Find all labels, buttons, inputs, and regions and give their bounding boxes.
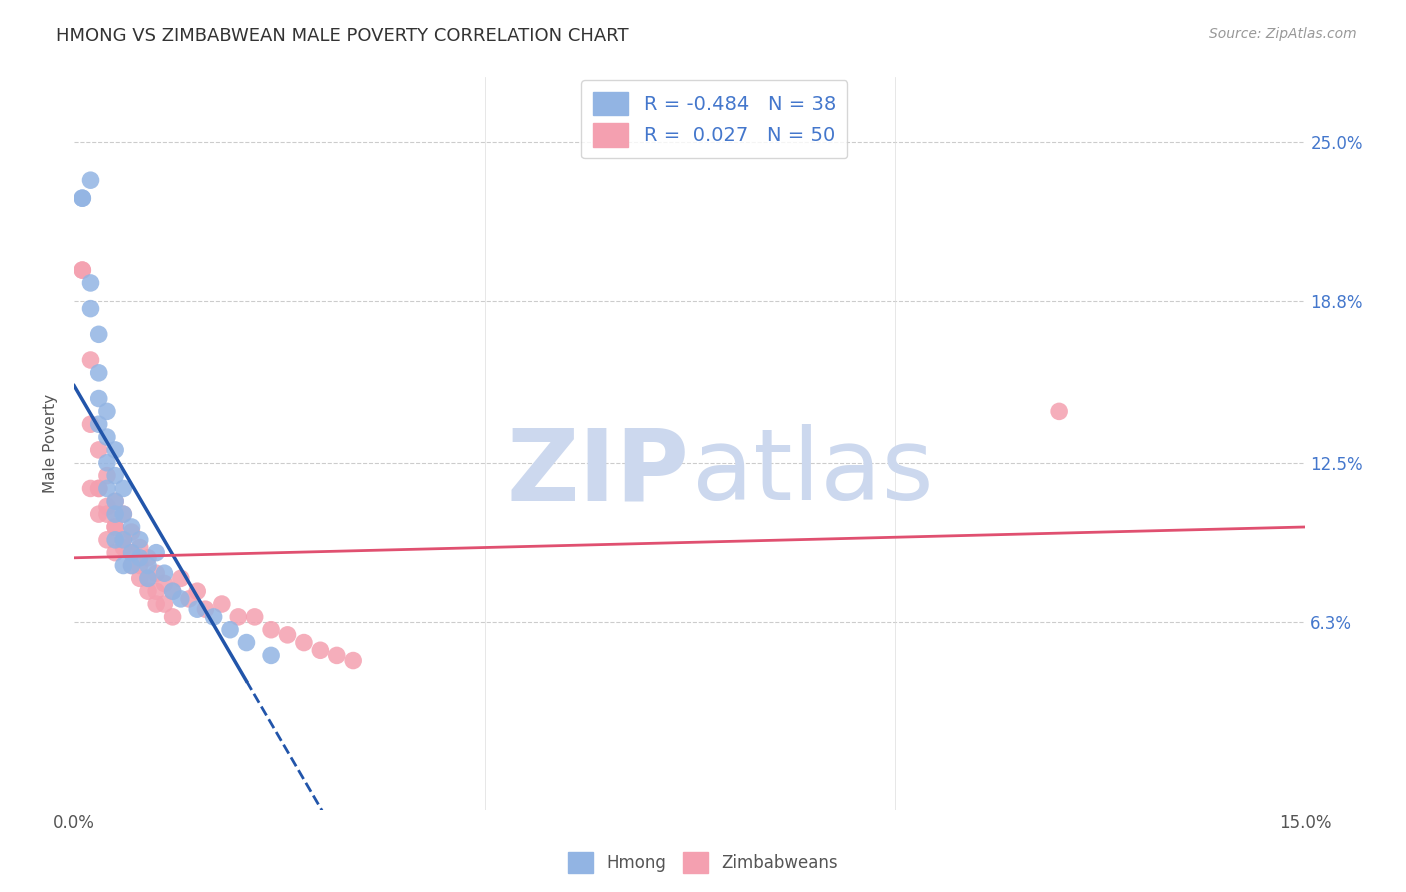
Point bbox=[194, 602, 217, 616]
Text: HMONG VS ZIMBABWEAN MALE POVERTY CORRELATION CHART: HMONG VS ZIMBABWEAN MALE POVERTY CORRELA… bbox=[56, 27, 628, 45]
Point bbox=[104, 494, 127, 508]
Text: ZIP: ZIP bbox=[508, 425, 690, 521]
Point bbox=[96, 533, 118, 547]
Legend: R = -0.484   N = 38, R =  0.027   N = 50: R = -0.484 N = 38, R = 0.027 N = 50 bbox=[581, 80, 848, 159]
Point bbox=[136, 558, 159, 573]
Point bbox=[128, 533, 150, 547]
Point bbox=[87, 392, 110, 406]
Point bbox=[121, 546, 143, 560]
Point bbox=[162, 584, 184, 599]
Point bbox=[145, 584, 167, 599]
Point bbox=[87, 482, 110, 496]
Point bbox=[121, 558, 143, 573]
Point bbox=[153, 576, 176, 591]
Point bbox=[186, 602, 208, 616]
Point bbox=[112, 533, 135, 547]
Point bbox=[121, 558, 143, 573]
Point bbox=[79, 276, 101, 290]
Point bbox=[104, 520, 127, 534]
Point bbox=[121, 546, 143, 560]
Point bbox=[96, 500, 118, 514]
Point bbox=[309, 643, 332, 657]
Point bbox=[96, 507, 118, 521]
Point bbox=[79, 301, 101, 316]
Y-axis label: Male Poverty: Male Poverty bbox=[44, 394, 58, 493]
Point bbox=[128, 541, 150, 555]
Point bbox=[226, 610, 249, 624]
Point bbox=[177, 591, 200, 606]
Point bbox=[128, 558, 150, 573]
Point bbox=[96, 430, 118, 444]
Legend: Hmong, Zimbabweans: Hmong, Zimbabweans bbox=[561, 846, 845, 880]
Point bbox=[79, 353, 101, 368]
Point bbox=[170, 571, 193, 585]
Point bbox=[186, 584, 208, 599]
Point bbox=[96, 404, 118, 418]
Point bbox=[128, 550, 150, 565]
Point bbox=[112, 507, 135, 521]
Point bbox=[121, 525, 143, 540]
Point bbox=[1047, 404, 1070, 418]
Point bbox=[136, 584, 159, 599]
Point bbox=[72, 263, 94, 277]
Point bbox=[112, 541, 135, 555]
Point bbox=[87, 366, 110, 380]
Point bbox=[87, 327, 110, 342]
Point bbox=[79, 173, 101, 187]
Point bbox=[162, 584, 184, 599]
Point bbox=[162, 610, 184, 624]
Point bbox=[112, 482, 135, 496]
Point bbox=[79, 417, 101, 432]
Point bbox=[104, 494, 127, 508]
Point bbox=[112, 533, 135, 547]
Point bbox=[211, 597, 233, 611]
Point bbox=[219, 623, 242, 637]
Point bbox=[72, 263, 94, 277]
Point bbox=[96, 468, 118, 483]
Point bbox=[104, 507, 127, 521]
Point bbox=[153, 597, 176, 611]
Point bbox=[326, 648, 349, 663]
Point bbox=[104, 468, 127, 483]
Point bbox=[260, 648, 283, 663]
Point bbox=[72, 191, 94, 205]
Point bbox=[104, 533, 127, 547]
Point bbox=[153, 566, 176, 581]
Point bbox=[145, 597, 167, 611]
Point bbox=[260, 623, 283, 637]
Point bbox=[276, 628, 298, 642]
Text: atlas: atlas bbox=[692, 425, 934, 521]
Point bbox=[202, 610, 225, 624]
Point bbox=[136, 550, 159, 565]
Point bbox=[87, 442, 110, 457]
Point bbox=[87, 482, 110, 496]
Point bbox=[136, 571, 159, 585]
Point bbox=[342, 654, 364, 668]
Text: Source: ZipAtlas.com: Source: ZipAtlas.com bbox=[1209, 27, 1357, 41]
Point bbox=[112, 507, 135, 521]
Point bbox=[170, 591, 193, 606]
Point bbox=[104, 520, 127, 534]
Point bbox=[104, 442, 127, 457]
Point bbox=[145, 546, 167, 560]
Point bbox=[128, 571, 150, 585]
Point bbox=[235, 635, 257, 649]
Point bbox=[136, 571, 159, 585]
Point bbox=[112, 558, 135, 573]
Point bbox=[243, 610, 266, 624]
Point bbox=[72, 191, 94, 205]
Point bbox=[96, 482, 118, 496]
Point bbox=[292, 635, 315, 649]
Point bbox=[121, 520, 143, 534]
Point bbox=[87, 417, 110, 432]
Point bbox=[145, 566, 167, 581]
Point bbox=[79, 482, 101, 496]
Point bbox=[87, 507, 110, 521]
Point bbox=[96, 456, 118, 470]
Point bbox=[104, 546, 127, 560]
